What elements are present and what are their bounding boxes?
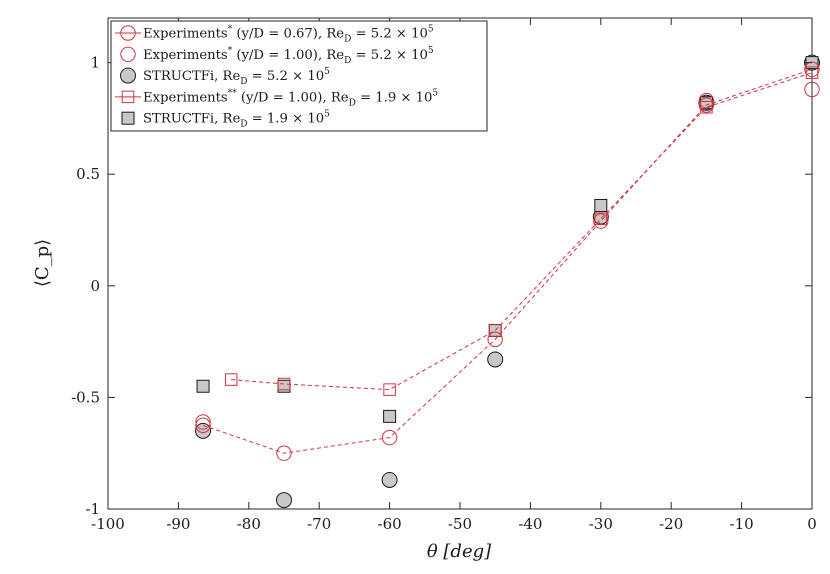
legend-entry: Experiments* (y/D = 1.00), ReD = 5.2 × 1…: [120, 46, 434, 66]
legend-label: Experiments* (y/D = 0.67), ReD = 5.2 × 1…: [143, 25, 434, 45]
data-point: [487, 351, 504, 368]
y-tick-label: 0.5: [76, 165, 100, 183]
data-point: [276, 445, 292, 461]
x-tick-label: -90: [166, 515, 190, 533]
legend-box: [110, 20, 488, 132]
legend-marker: [120, 67, 136, 84]
series-line: [231, 72, 813, 391]
legend-label: Experiments* (y/D = 1.00), ReD = 5.2 × 1…: [143, 46, 434, 66]
data-point: [594, 212, 608, 226]
data-point: [277, 377, 291, 391]
data-point: [594, 198, 608, 212]
legend-label: Experiments** (y/D = 1.00), ReD = 1.9 × …: [143, 88, 438, 108]
legend-marker: [120, 46, 136, 62]
legend: Experiments* (y/D = 0.67), ReD = 5.2 × 1…: [110, 20, 488, 132]
data-point: [383, 409, 397, 423]
x-tick-label: -10: [730, 515, 754, 533]
x-tick-label: -80: [237, 515, 261, 533]
x-tick-label: -20: [659, 515, 683, 533]
legend-entry: Experiments* (y/D = 0.67), ReD = 5.2 × 1…: [115, 25, 434, 45]
data-point: [487, 331, 503, 348]
y-tick-label: -0.5: [71, 388, 100, 406]
data-point: [195, 414, 211, 430]
series-2: [195, 81, 820, 430]
legend-entry: STRUCTFi, ReD = 5.2 × 105: [120, 67, 330, 87]
legend-marker: [121, 90, 135, 104]
data-point: [698, 92, 715, 109]
data-point: [700, 101, 713, 114]
legend-marker: [120, 25, 136, 41]
data-point: [805, 66, 819, 79]
data-point: [277, 379, 291, 393]
data-point: [196, 379, 210, 393]
data-point: [195, 422, 212, 439]
data-point: [224, 373, 238, 386]
ticks-layer: -100 -90 -80 -70 -60 -50 -40 -30 -20 -10 0-1-0.500…: [71, 18, 817, 533]
x-tick-label: -40: [518, 515, 542, 533]
data-point: [488, 323, 502, 337]
x-tick-label: -50: [448, 515, 472, 533]
legend-label: STRUCTFi, ReD = 5.2 × 105: [143, 67, 330, 87]
y-tick-label: -1: [85, 500, 100, 518]
legend-marker: [121, 111, 135, 125]
x-tick-label: -70: [307, 515, 331, 533]
data-point: [276, 492, 292, 509]
data-point: [383, 383, 396, 396]
series-4: [224, 66, 819, 396]
data-point: [804, 81, 820, 98]
series-layer: [195, 54, 820, 509]
y-axis-title: ⟨C_p⟩: [32, 239, 53, 287]
x-tick-label: -60: [378, 515, 402, 533]
x-axis-title: θ [deg]: [427, 541, 492, 562]
legend-entry: Experiments** (y/D = 1.00), ReD = 1.9 × …: [115, 88, 438, 108]
x-tick-label: 0: [807, 515, 817, 533]
series-1: [195, 61, 820, 461]
data-point: [593, 213, 609, 229]
data-point: [195, 417, 211, 434]
data-point: [381, 471, 398, 488]
data-point: [698, 97, 715, 113]
series-line: [202, 68, 813, 454]
data-point: [381, 429, 398, 446]
legend-label: STRUCTFi, ReD = 1.9 × 105: [143, 110, 330, 130]
y-tick-label: 1: [90, 54, 100, 72]
x-tick-label: -100: [91, 515, 125, 533]
y-tick-label: 0: [90, 277, 100, 295]
x-tick-label: -30: [589, 515, 613, 533]
data-point: [488, 324, 502, 337]
legend-entry: STRUCTFi, ReD = 1.9 × 105: [121, 110, 330, 130]
data-point: [804, 61, 820, 78]
